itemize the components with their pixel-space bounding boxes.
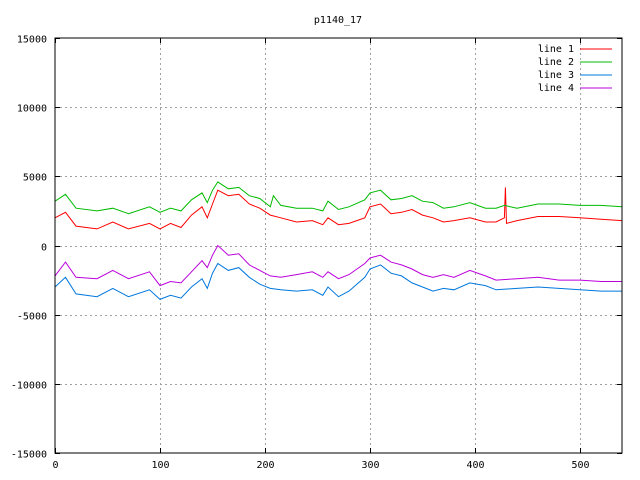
y-tick-label: 15000 xyxy=(17,35,47,46)
legend-label-1: line 1 xyxy=(538,44,574,55)
y-tick-label: -5000 xyxy=(17,312,47,323)
plot-frame xyxy=(54,37,623,454)
legend-label-4: line 4 xyxy=(538,83,574,94)
series-line-2 xyxy=(54,181,623,215)
y-tick-label: 5000 xyxy=(23,173,47,184)
y-tick-label: 10000 xyxy=(17,104,47,115)
legend-label-2: line 2 xyxy=(538,57,574,68)
axes: 0 100 200 300 400 500 -15000 -10000 -5000 0 5000 10… xyxy=(11,35,622,471)
plot-series xyxy=(54,181,623,300)
legend-label-3: line 3 xyxy=(538,70,574,81)
x-tick-label: 300 xyxy=(361,460,379,471)
x-tick-label: 400 xyxy=(466,460,484,471)
series-line-4 xyxy=(54,244,622,287)
y-tick-label: -15000 xyxy=(11,450,47,461)
y-tick-label: 0 xyxy=(41,243,47,254)
x-tick-label: 200 xyxy=(256,460,274,471)
legend: line 1 line 2 line 3 line 4 xyxy=(538,44,612,94)
series-line-1 xyxy=(54,187,623,230)
x-tick-label: 500 xyxy=(571,460,589,471)
series-line-3 xyxy=(54,262,622,300)
y-tick-label: -10000 xyxy=(11,381,47,392)
grid-lines xyxy=(55,38,622,453)
x-tick-label: 0 xyxy=(52,460,58,471)
x-tick-label: 100 xyxy=(151,460,169,471)
chart-title: p1140_17 xyxy=(314,15,362,26)
